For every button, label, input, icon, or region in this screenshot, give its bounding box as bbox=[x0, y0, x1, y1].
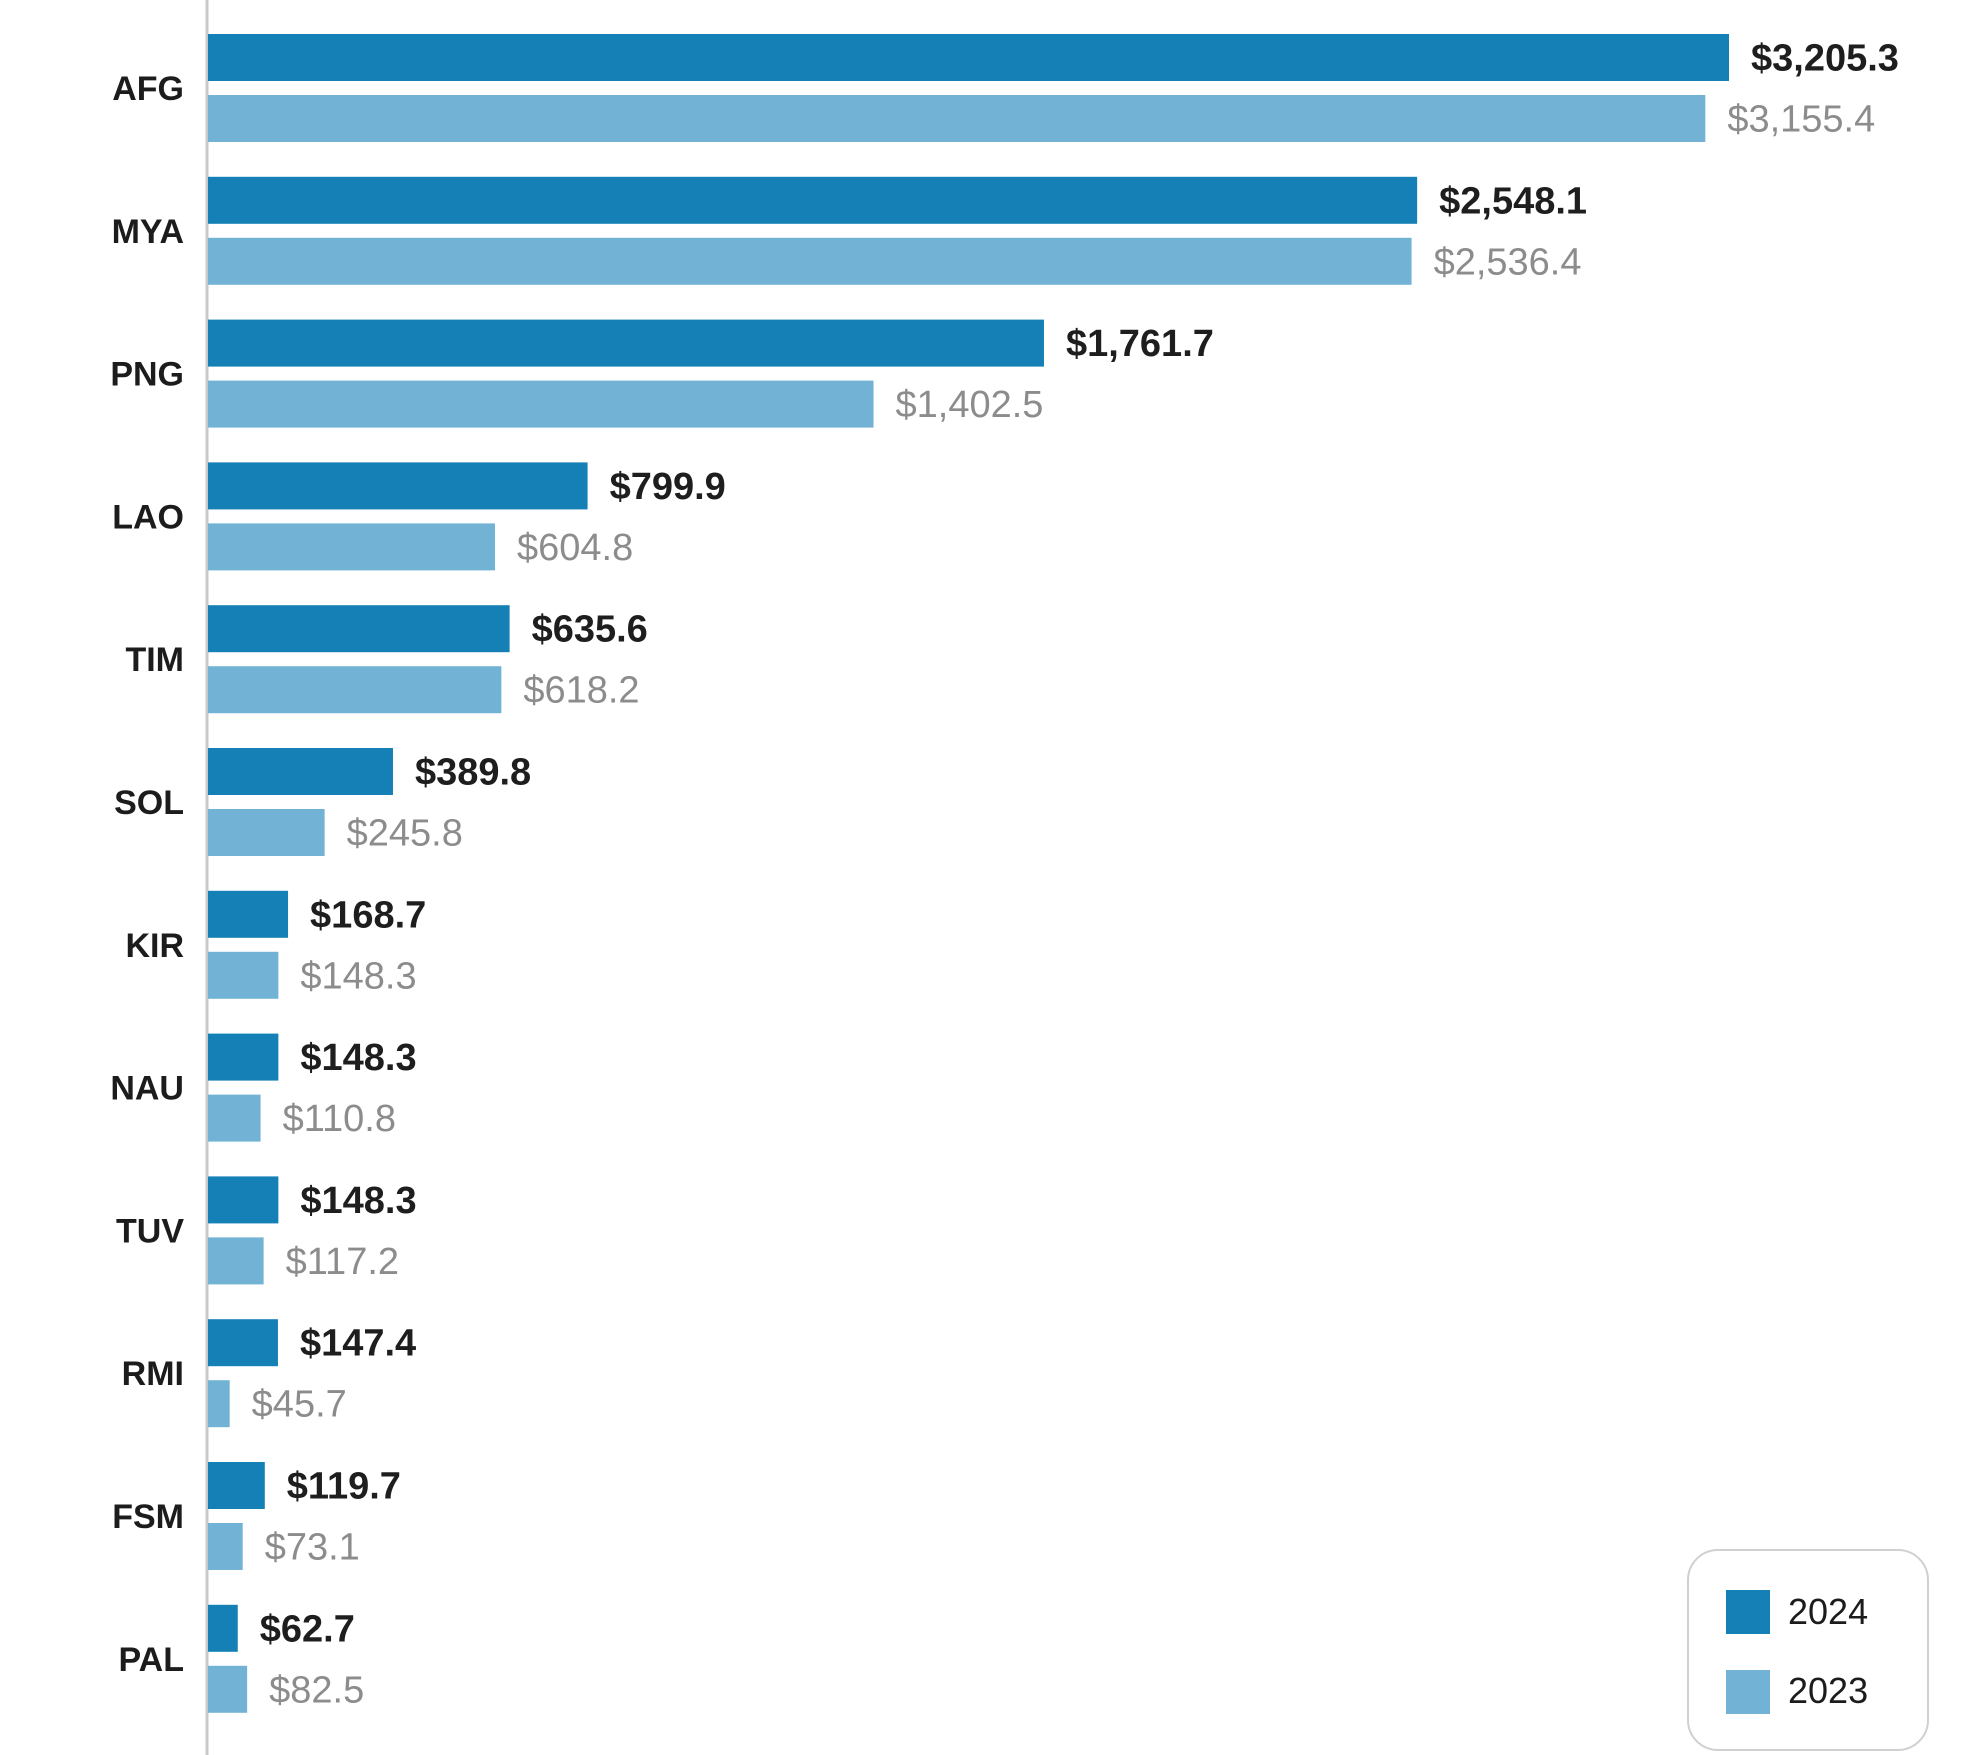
category-label-tim: TIM bbox=[125, 641, 184, 679]
category-label-lao: LAO bbox=[112, 498, 184, 536]
bar-tuv-2023 bbox=[208, 1237, 264, 1285]
bar-fsm-2023 bbox=[208, 1523, 243, 1570]
bar-rmi-2024 bbox=[208, 1319, 278, 1367]
value-label-png-2024: $1,761.7 bbox=[1066, 323, 1214, 365]
bar-rmi-2023 bbox=[208, 1380, 230, 1428]
value-label-rmi-2024: $147.4 bbox=[300, 1323, 416, 1365]
legend: 2024 2023 bbox=[1687, 1549, 1929, 1751]
bar-kir-2023 bbox=[208, 951, 279, 999]
category-label-png: PNG bbox=[110, 356, 184, 394]
bar-pal-2023 bbox=[208, 1665, 248, 1713]
bars-group: AFG $3,205.3 $3,155.4 MYA $2,548.1 $2,536.4 PN… bbox=[110, 34, 1899, 1713]
category-label-fsm: FSM bbox=[112, 1498, 184, 1536]
value-label-fsm-2023: $73.1 bbox=[265, 1527, 360, 1569]
value-label-tuv-2023: $117.2 bbox=[286, 1241, 399, 1283]
category-label-kir: KIR bbox=[125, 927, 184, 965]
bar-fsm-2024 bbox=[208, 1462, 265, 1509]
value-label-mya-2024: $2,548.1 bbox=[1439, 180, 1587, 222]
value-label-nau-2023: $110.8 bbox=[283, 1098, 396, 1140]
bar-mya-2024 bbox=[208, 176, 1418, 224]
bar-mya-2023 bbox=[208, 237, 1412, 285]
value-label-pal-2024: $62.7 bbox=[260, 1608, 355, 1650]
category-label-sol: SOL bbox=[114, 784, 184, 822]
bar-tuv-2024 bbox=[208, 1176, 279, 1224]
value-label-rmi-2023: $45.7 bbox=[252, 1384, 347, 1426]
category-label-nau: NAU bbox=[110, 1070, 184, 1108]
bar-lao-2024 bbox=[208, 462, 588, 510]
bar-tim-2024 bbox=[208, 605, 510, 653]
bar-sol-2023 bbox=[208, 809, 325, 856]
value-label-lao-2024: $799.9 bbox=[610, 466, 726, 508]
value-label-lao-2023: $604.8 bbox=[517, 527, 633, 569]
bar-pal-2024 bbox=[208, 1604, 238, 1652]
bar-lao-2023 bbox=[208, 523, 495, 571]
value-label-nau-2024: $148.3 bbox=[300, 1037, 416, 1079]
legend-frame bbox=[1687, 1549, 1929, 1751]
bar-afg-2024 bbox=[208, 34, 1729, 81]
legend-label-2023: 2023 bbox=[1788, 1670, 1868, 1711]
value-label-tim-2024: $635.6 bbox=[532, 609, 648, 651]
category-label-tuv: TUV bbox=[116, 1212, 184, 1250]
bar-nau-2023 bbox=[208, 1094, 261, 1142]
value-label-kir-2023: $148.3 bbox=[300, 955, 416, 997]
category-label-rmi: RMI bbox=[122, 1355, 184, 1393]
value-label-tuv-2024: $148.3 bbox=[300, 1180, 416, 1222]
value-label-mya-2023: $2,536.4 bbox=[1434, 241, 1582, 283]
category-label-afg: AFG bbox=[112, 70, 184, 108]
bar-sol-2024 bbox=[208, 748, 393, 795]
legend-label-2024: 2024 bbox=[1788, 1591, 1868, 1632]
category-label-pal: PAL bbox=[119, 1641, 184, 1679]
legend-swatch-2023 bbox=[1726, 1670, 1770, 1714]
value-label-pal-2023: $82.5 bbox=[269, 1669, 364, 1711]
value-label-afg-2024: $3,205.3 bbox=[1751, 38, 1899, 80]
value-label-tim-2023: $618.2 bbox=[523, 670, 639, 712]
value-label-afg-2023: $3,155.4 bbox=[1727, 99, 1875, 141]
category-label-mya: MYA bbox=[112, 213, 184, 251]
bar-afg-2023 bbox=[208, 95, 1706, 142]
bar-tim-2023 bbox=[208, 666, 502, 714]
value-label-sol-2024: $389.8 bbox=[415, 752, 531, 794]
bar-png-2023 bbox=[208, 380, 874, 428]
bar-kir-2024 bbox=[208, 890, 289, 938]
bar-png-2024 bbox=[208, 319, 1044, 367]
value-label-kir-2024: $168.7 bbox=[310, 894, 426, 936]
value-label-png-2023: $1,402.5 bbox=[896, 384, 1044, 426]
value-label-fsm-2024: $119.7 bbox=[287, 1466, 401, 1508]
bar-nau-2024 bbox=[208, 1033, 279, 1081]
legend-swatch-2024 bbox=[1726, 1590, 1770, 1634]
value-label-sol-2023: $245.8 bbox=[347, 813, 463, 855]
